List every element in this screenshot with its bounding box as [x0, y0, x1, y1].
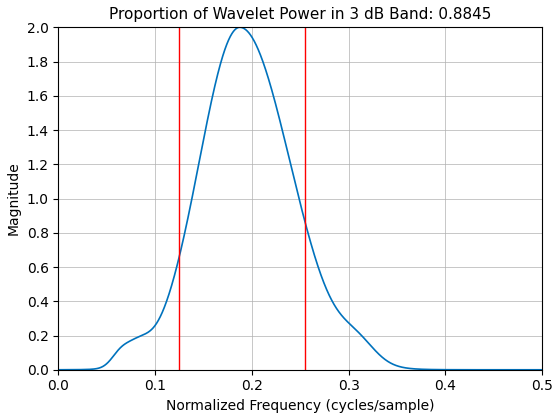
- Title: Proportion of Wavelet Power in 3 dB Band: 0.8845: Proportion of Wavelet Power in 3 dB Band…: [109, 7, 492, 22]
- X-axis label: Normalized Frequency (cycles/sample): Normalized Frequency (cycles/sample): [166, 399, 435, 413]
- Y-axis label: Magnitude: Magnitude: [7, 162, 21, 235]
